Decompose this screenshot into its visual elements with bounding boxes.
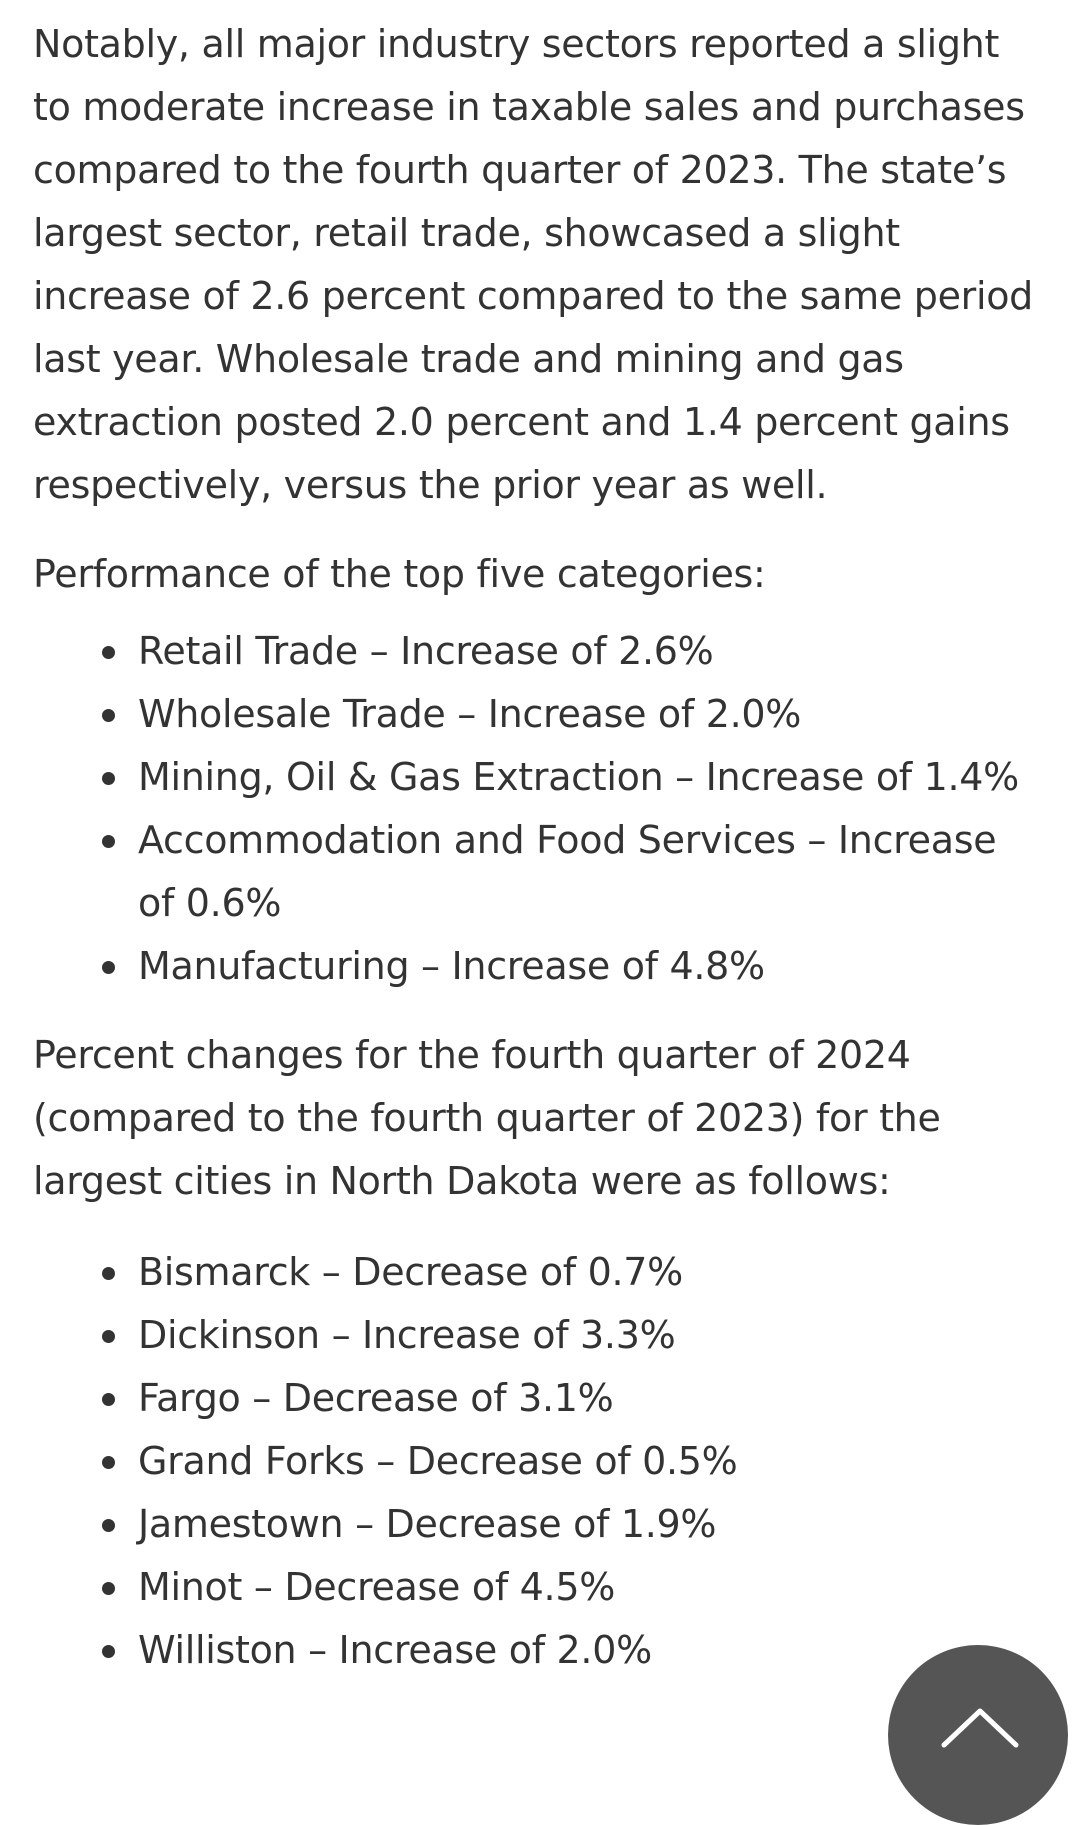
list-item: Accommodation and Food Services – Increa…: [102, 809, 1043, 935]
categories-heading: Performance of the top five categories:: [33, 552, 766, 596]
list-item: Bismarck – Decrease of 0.7%: [102, 1241, 1043, 1304]
categories-list: Retail Trade – Increase of 2.6% Wholesal…: [33, 620, 1043, 998]
list-item: Mining, Oil & Gas Extraction – Increase …: [102, 746, 1043, 809]
article-body: Notably, all major industry sectors repo…: [33, 13, 1043, 1682]
list-item: Fargo – Decrease of 3.1%: [102, 1367, 1043, 1430]
list-item: Minot – Decrease of 4.5%: [102, 1556, 1043, 1619]
list-item: Williston – Increase of 2.0%: [102, 1619, 1043, 1682]
list-item: Grand Forks – Decrease of 0.5%: [102, 1430, 1043, 1493]
chevron-up-icon: [941, 1708, 1019, 1748]
list-item: Retail Trade – Increase of 2.6%: [102, 620, 1043, 683]
cities-list: Bismarck – Decrease of 0.7% Dickinson – …: [33, 1241, 1043, 1682]
list-item: Dickinson – Increase of 3.3%: [102, 1304, 1043, 1367]
list-item: Wholesale Trade – Increase of 2.0%: [102, 683, 1043, 746]
intro-paragraph: Notably, all major industry sectors repo…: [33, 22, 1033, 507]
back-to-top-button[interactable]: [888, 1645, 1068, 1825]
cities-heading: Percent changes for the fourth quarter o…: [33, 1033, 941, 1203]
list-item: Jamestown – Decrease of 1.9%: [102, 1493, 1043, 1556]
list-item: Manufacturing – Increase of 4.8%: [102, 935, 1043, 998]
